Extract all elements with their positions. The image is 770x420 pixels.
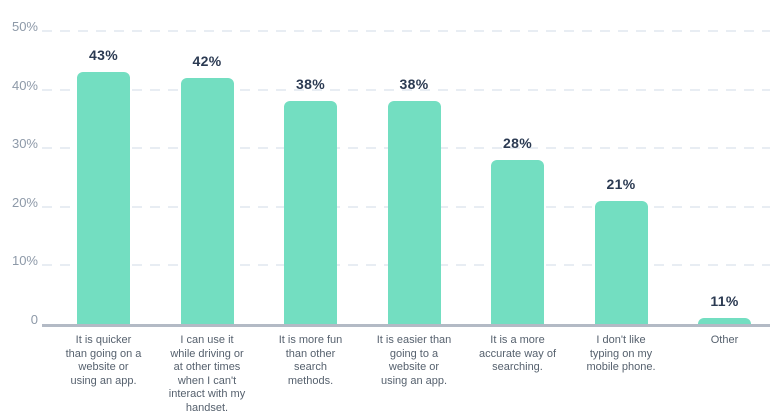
category-label: I can use it while driving or at other t… xyxy=(168,334,246,414)
bar xyxy=(77,72,130,324)
category-label: It is a more accurate way of searching. xyxy=(478,334,557,373)
bar xyxy=(698,318,751,324)
bar xyxy=(180,78,234,324)
x-axis-line xyxy=(42,324,770,327)
y-axis-tick-label: 20% xyxy=(11,194,38,210)
bar-value-label: 28% xyxy=(503,135,532,151)
bar xyxy=(387,101,441,324)
y-axis-tick-label: 50% xyxy=(11,19,38,34)
y-axis-tick-label: 40% xyxy=(11,77,38,93)
category-label: It is more fun than other search methods… xyxy=(278,334,343,387)
bar-value-label: 11% xyxy=(710,293,739,309)
bar-value-label: 21% xyxy=(606,176,636,192)
category-label: It is easier than going to a website or … xyxy=(376,334,452,387)
bar xyxy=(284,101,337,324)
category-label: I don't like typing on my mobile phone. xyxy=(586,334,656,373)
bar-value-label: 43% xyxy=(89,47,118,63)
gridline xyxy=(42,30,770,32)
category-label: It is quicker than going on a website or… xyxy=(65,334,142,387)
bar xyxy=(594,201,648,324)
bar xyxy=(491,160,544,324)
bar-value-label: 38% xyxy=(399,76,429,92)
bar-value-label: 38% xyxy=(296,76,325,92)
y-axis-tick-label: 30% xyxy=(11,136,38,152)
gridline xyxy=(42,88,770,91)
category-label: Other xyxy=(710,334,739,346)
y-axis-tick-label: 10% xyxy=(11,253,38,269)
y-axis-tick-label: 0 xyxy=(30,312,38,327)
bar-value-label: 42% xyxy=(192,53,222,69)
